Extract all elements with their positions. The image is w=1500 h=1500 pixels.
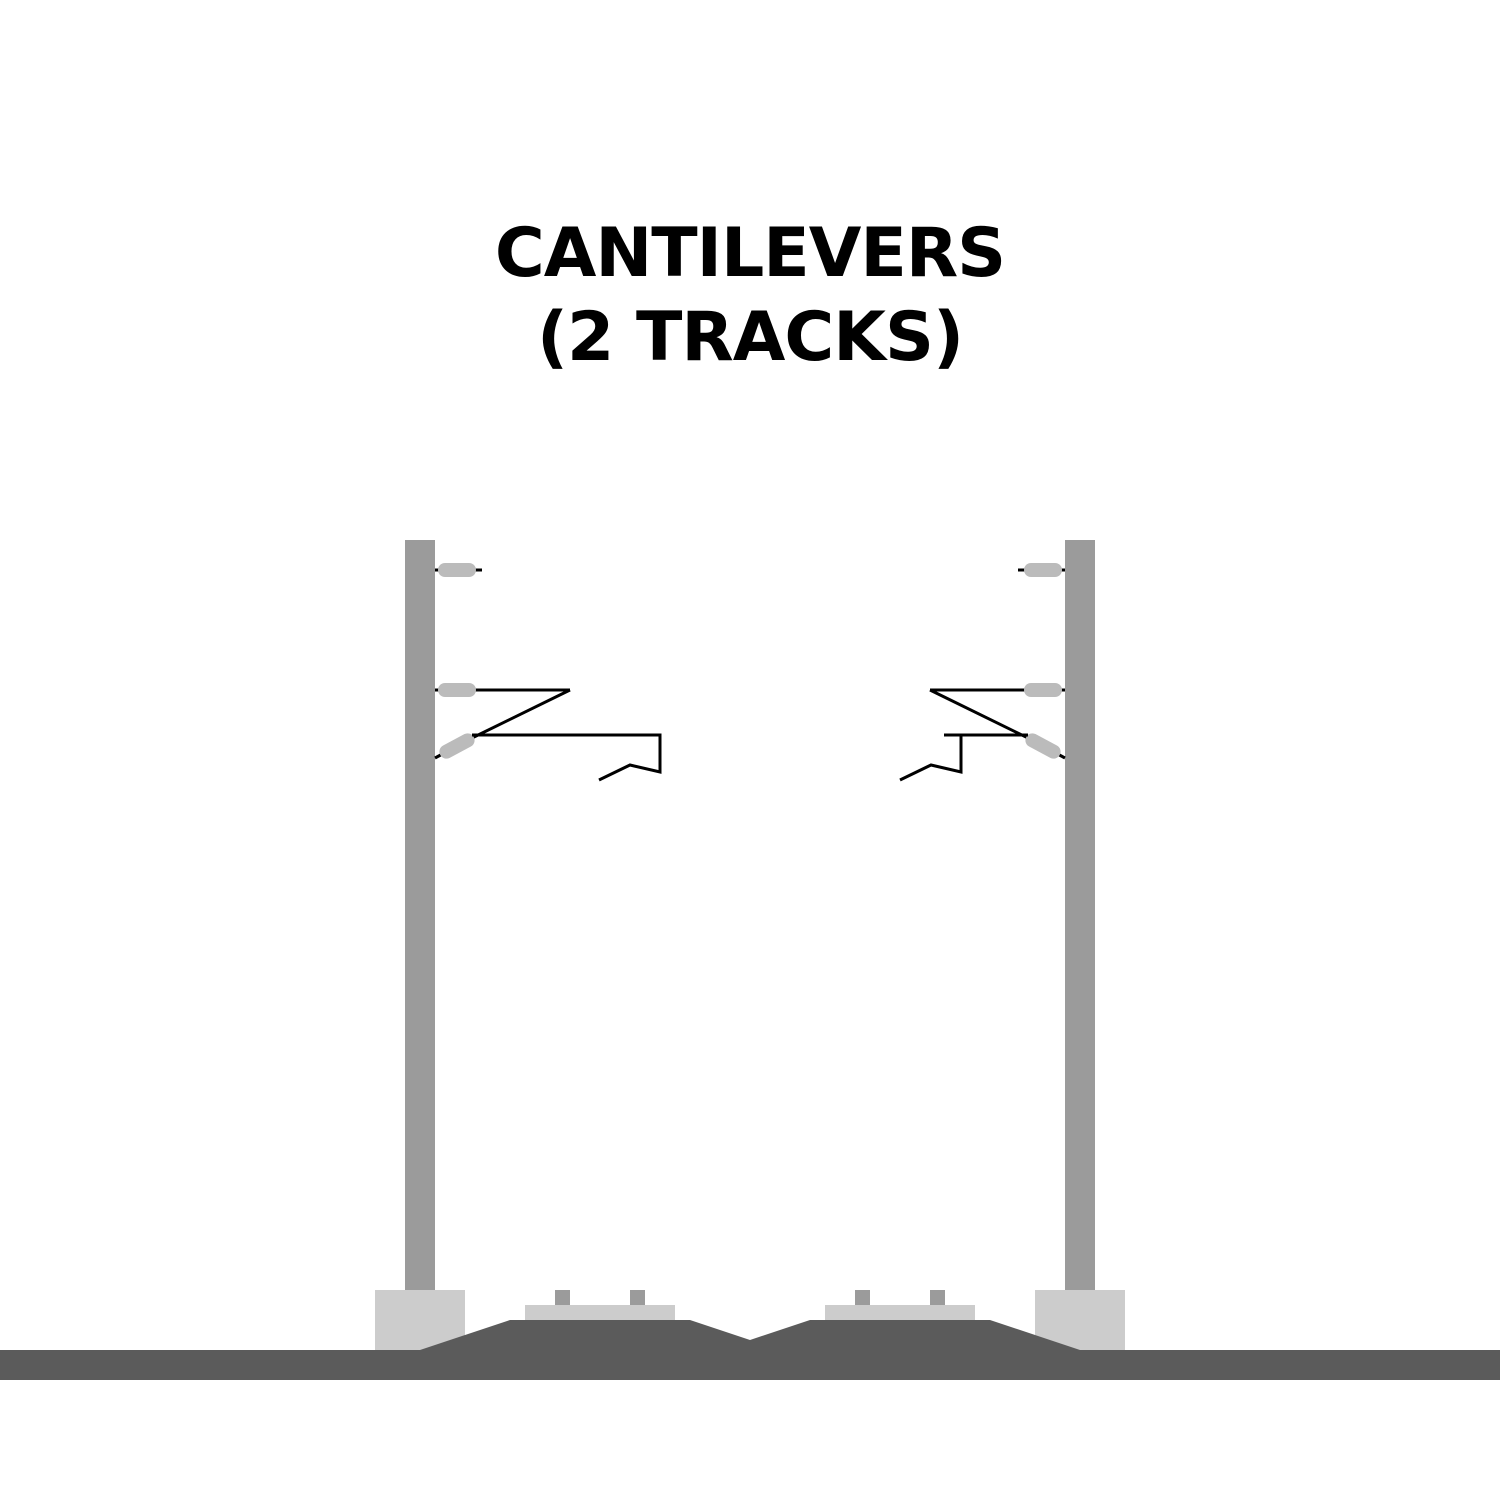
right-track-rail-2 bbox=[930, 1290, 945, 1305]
left-cantilever bbox=[434, 563, 662, 782]
left-mast bbox=[405, 540, 435, 1290]
right-mast bbox=[1065, 540, 1095, 1290]
left-bracket-insulator bbox=[439, 733, 475, 759]
right-cantilever bbox=[899, 563, 1066, 782]
ballast-embankment bbox=[420, 1320, 1080, 1350]
left-track-rail-2 bbox=[630, 1290, 645, 1305]
right-ballast-slope bbox=[1035, 1335, 1080, 1350]
right-track-rail-1 bbox=[855, 1290, 870, 1305]
title-line-1: CANTILEVERS bbox=[494, 214, 1006, 293]
right-bracket-insulator bbox=[1025, 733, 1061, 759]
left-track-sleeper bbox=[525, 1305, 675, 1320]
ground-strip bbox=[0, 1350, 1500, 1380]
right-track-sleeper bbox=[825, 1305, 975, 1320]
left-ballast-slope bbox=[420, 1335, 465, 1350]
left-track-rail-1 bbox=[555, 1290, 570, 1305]
right-stay-insulator bbox=[1024, 683, 1062, 697]
left-feeder-insulator bbox=[438, 563, 476, 577]
left-stay-insulator bbox=[438, 683, 476, 697]
diagram-title: CANTILEVERS (2 TRACKS) bbox=[0, 212, 1500, 380]
right-feeder-insulator bbox=[1024, 563, 1062, 577]
title-line-2: (2 TRACKS) bbox=[536, 298, 964, 377]
